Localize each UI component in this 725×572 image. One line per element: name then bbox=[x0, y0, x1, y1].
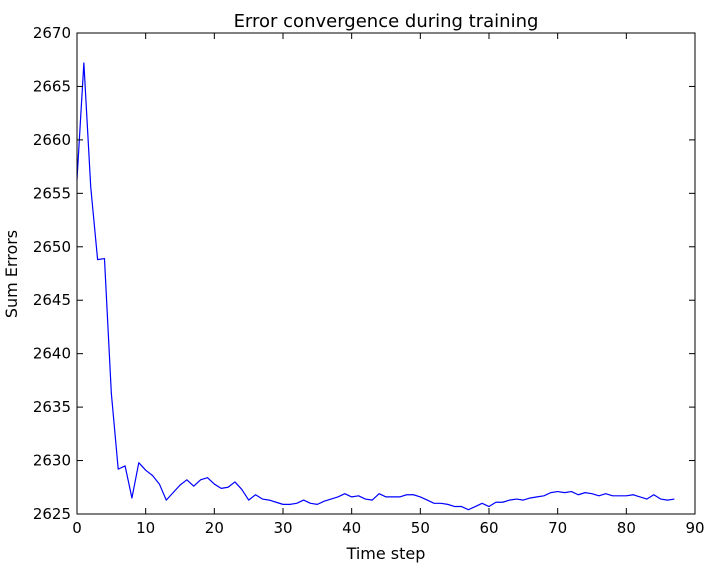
y-tick-label: 2640 bbox=[33, 345, 71, 363]
x-tick-label: 20 bbox=[205, 519, 224, 537]
y-tick-label: 2645 bbox=[33, 291, 71, 309]
x-tick-label: 10 bbox=[136, 519, 155, 537]
y-tick-label: 2660 bbox=[33, 131, 71, 149]
axes-frame bbox=[76, 32, 696, 515]
plot-layer bbox=[76, 33, 695, 514]
axes-border bbox=[76, 32, 696, 515]
x-tick-label: 30 bbox=[273, 519, 292, 537]
chart-title: Error convergence during training bbox=[234, 11, 539, 32]
x-tick-label: 0 bbox=[72, 519, 82, 537]
y-tick-label: 2665 bbox=[33, 77, 71, 95]
y-tick-label: 2635 bbox=[33, 398, 71, 416]
x-tick-label: 60 bbox=[479, 519, 498, 537]
y-tick-label: 2650 bbox=[33, 238, 71, 256]
y-axis-label: Sum Errors bbox=[2, 230, 21, 318]
x-tick-label: 90 bbox=[685, 519, 704, 537]
series-line-0 bbox=[76, 62, 675, 511]
x-axis-label: Time step bbox=[346, 544, 426, 563]
x-tick-label: 50 bbox=[411, 519, 430, 537]
tick-layer: 0 10 20 30 40 50 60 70 80 90 2625 2630 2635 2640 2645 2… bbox=[33, 24, 705, 537]
x-tick-label: 70 bbox=[548, 519, 567, 537]
y-tick-label: 2655 bbox=[33, 184, 71, 202]
y-tick-label: 2670 bbox=[33, 24, 71, 42]
y-tick-label: 2625 bbox=[33, 505, 71, 523]
x-tick-label: 40 bbox=[342, 519, 361, 537]
y-tick-label: 2630 bbox=[33, 452, 71, 470]
plot-area bbox=[77, 33, 695, 514]
x-tick-label: 80 bbox=[617, 519, 636, 537]
